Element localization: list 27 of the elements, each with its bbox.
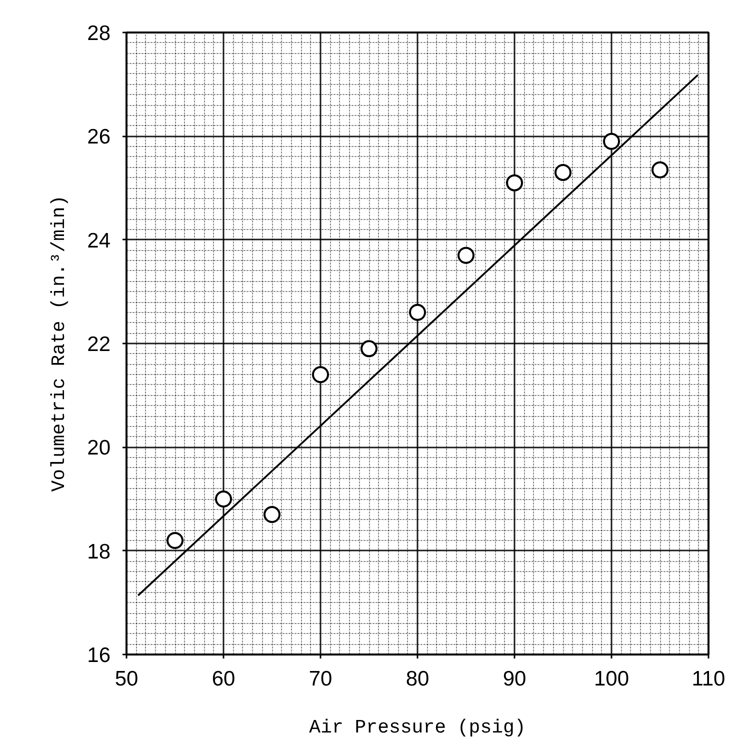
- y-axis-title: Volumetric Rate (in.³/min): [48, 195, 70, 492]
- point: [409, 304, 426, 321]
- point: [506, 174, 523, 192]
- y-tick-label: 18: [87, 540, 110, 564]
- x-tick-label: 60: [212, 668, 236, 690]
- y-tick-label: 20: [87, 436, 110, 460]
- x-tick-label: 110: [692, 668, 726, 690]
- point: [554, 164, 572, 181]
- x-tick-label: 70: [308, 668, 332, 690]
- point: [603, 132, 620, 150]
- y-tick-label: 22: [87, 333, 110, 356]
- point: [360, 340, 378, 358]
- x-tick-label: 50: [114, 668, 138, 690]
- x-tick-label: 80: [406, 668, 430, 690]
- x-axis-title: Air Pressure (psig): [309, 716, 526, 738]
- point: [652, 161, 668, 178]
- point: [166, 532, 184, 549]
- y-tick-label: 28: [87, 22, 110, 45]
- point: [312, 366, 329, 384]
- y-tick-label: 16: [87, 644, 110, 667]
- x-tick-label: 100: [594, 668, 630, 690]
- x-tick-label: 90: [502, 668, 526, 690]
- point: [458, 246, 474, 264]
- point: [215, 490, 232, 508]
- y-tick-label: 26: [87, 126, 110, 149]
- point: [264, 506, 280, 524]
- y-tick-label: 24: [87, 229, 111, 252]
